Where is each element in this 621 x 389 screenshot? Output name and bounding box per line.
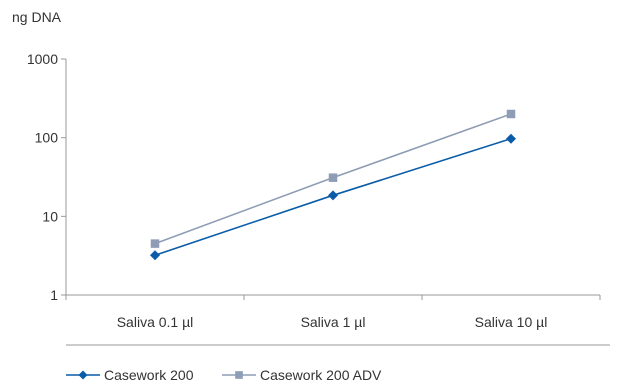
x-tick-label: Saliva 0.1 µl bbox=[117, 314, 194, 330]
series-casework-200-adv bbox=[150, 109, 516, 248]
data-point bbox=[506, 109, 516, 119]
data-point bbox=[506, 133, 516, 144]
y-tick-label: 100 bbox=[35, 130, 59, 146]
legend-marker bbox=[78, 370, 88, 380]
y-axis-label: ng DNA bbox=[12, 9, 62, 25]
y-tick-label: 1000 bbox=[27, 51, 58, 67]
y-axis: 1 10 100 1000 bbox=[27, 51, 67, 303]
x-axis: Saliva 0.1 µl Saliva 1 µl Saliva 10 µl bbox=[65, 294, 601, 330]
x-tick-label: Saliva 10 µl bbox=[475, 314, 548, 330]
legend-label: Casework 200 ADV bbox=[260, 367, 382, 383]
series-layer bbox=[150, 109, 516, 261]
y-tick-label: 10 bbox=[42, 208, 58, 224]
data-point bbox=[328, 173, 338, 182]
data-point bbox=[150, 239, 160, 248]
data-point bbox=[328, 190, 338, 201]
legend-label: Casework 200 bbox=[104, 367, 194, 383]
legend-item: Casework 200 bbox=[66, 367, 194, 383]
legend: Casework 200 Casework 200 ADV bbox=[66, 367, 382, 383]
legend-item: Casework 200 ADV bbox=[222, 367, 382, 383]
data-point bbox=[150, 250, 160, 261]
y-tick-label: 1 bbox=[50, 287, 58, 303]
series-casework-200 bbox=[150, 133, 516, 261]
legend-marker bbox=[235, 371, 243, 379]
x-tick-label: Saliva 1 µl bbox=[301, 314, 366, 330]
